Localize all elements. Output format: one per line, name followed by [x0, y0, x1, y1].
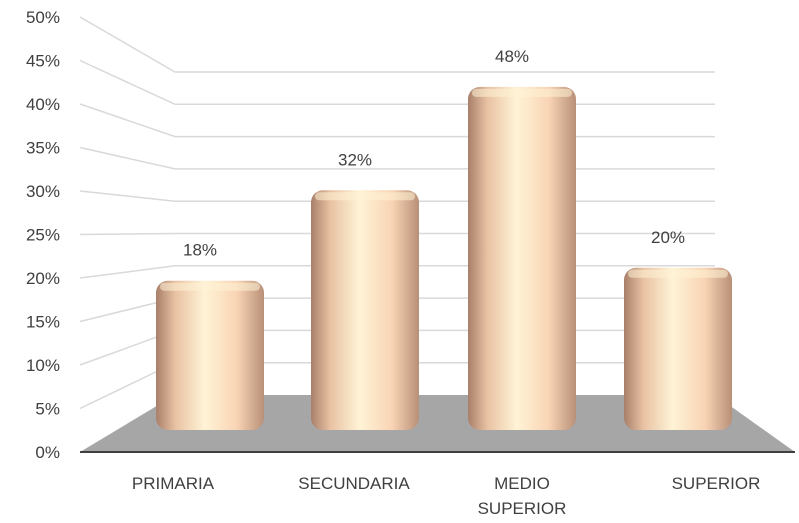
data-label: 20%: [651, 228, 685, 247]
y-tick-label: 20%: [26, 269, 60, 288]
data-label: 48%: [495, 47, 529, 66]
data-label: 18%: [183, 241, 217, 260]
category-label: SUPERIOR: [672, 474, 761, 493]
bar-highlight: [472, 88, 572, 97]
y-axis-ticks: 0% 5% 10% 15% 20% 25% 30% 35% 40% 45% 50%: [26, 8, 60, 462]
gridlines: [79, 16, 715, 410]
bar-highlight: [160, 282, 260, 291]
gridline: [79, 16, 715, 73]
gridline: [79, 146, 715, 170]
bar: [624, 267, 732, 430]
y-tick-label: 35%: [26, 139, 60, 158]
data-label: 32%: [338, 150, 372, 169]
category-label: MEDIO SUPERIOR: [478, 474, 567, 518]
bar: [468, 86, 576, 431]
y-tick-label: 0%: [35, 443, 60, 462]
y-tick-label: 10%: [26, 356, 60, 375]
bar-highlight: [628, 269, 728, 278]
gridline: [79, 59, 715, 106]
category-label: SECUNDARIA: [298, 474, 410, 493]
category-labels: PRIMARIA SECUNDARIA MEDIO SUPERIOR SUPERIOR: [132, 474, 760, 518]
bars: [156, 86, 732, 431]
y-tick-label: 40%: [26, 95, 60, 114]
category-label: PRIMARIA: [132, 474, 215, 493]
y-tick-label: 50%: [26, 8, 60, 27]
y-tick-label: 5%: [35, 400, 60, 419]
bar: [156, 280, 264, 430]
y-tick-label: 25%: [26, 226, 60, 245]
bar-highlight: [315, 192, 415, 201]
data-labels: 18% 32% 48% 20%: [183, 47, 685, 260]
gridline: [79, 103, 715, 138]
y-tick-label: 30%: [26, 182, 60, 201]
bar: [311, 190, 419, 430]
y-tick-label: 15%: [26, 313, 60, 332]
y-tick-label: 45%: [26, 52, 60, 71]
